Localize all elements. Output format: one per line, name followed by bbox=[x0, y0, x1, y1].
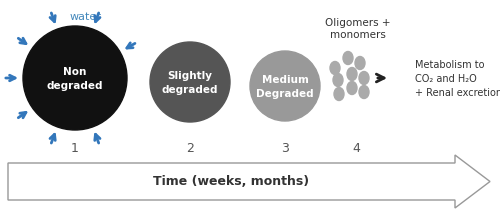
Text: 3: 3 bbox=[281, 141, 289, 154]
Text: water: water bbox=[69, 12, 101, 22]
Text: 2: 2 bbox=[186, 141, 194, 154]
Ellipse shape bbox=[359, 85, 369, 98]
Text: degraded: degraded bbox=[162, 85, 218, 95]
Text: Oligomers +
monomers: Oligomers + monomers bbox=[325, 18, 391, 40]
Text: Degraded: Degraded bbox=[256, 89, 314, 99]
Ellipse shape bbox=[359, 72, 369, 85]
Text: degraded: degraded bbox=[47, 81, 104, 91]
Polygon shape bbox=[8, 155, 490, 208]
Ellipse shape bbox=[330, 62, 340, 75]
Text: Slightly: Slightly bbox=[168, 71, 212, 81]
Text: Time (weeks, months): Time (weeks, months) bbox=[154, 175, 310, 188]
Circle shape bbox=[150, 42, 230, 122]
Ellipse shape bbox=[347, 68, 357, 81]
Text: 1: 1 bbox=[71, 141, 79, 154]
Ellipse shape bbox=[355, 56, 365, 69]
Text: 4: 4 bbox=[352, 141, 360, 154]
Ellipse shape bbox=[343, 52, 353, 65]
Ellipse shape bbox=[334, 88, 344, 101]
Ellipse shape bbox=[333, 73, 343, 86]
Text: Non: Non bbox=[64, 67, 86, 77]
Circle shape bbox=[23, 26, 127, 130]
Text: Metabolism to
CO₂ and H₂O
+ Renal excretion: Metabolism to CO₂ and H₂O + Renal excret… bbox=[415, 60, 500, 98]
Text: Medium: Medium bbox=[262, 75, 308, 85]
Ellipse shape bbox=[347, 82, 357, 95]
Circle shape bbox=[250, 51, 320, 121]
